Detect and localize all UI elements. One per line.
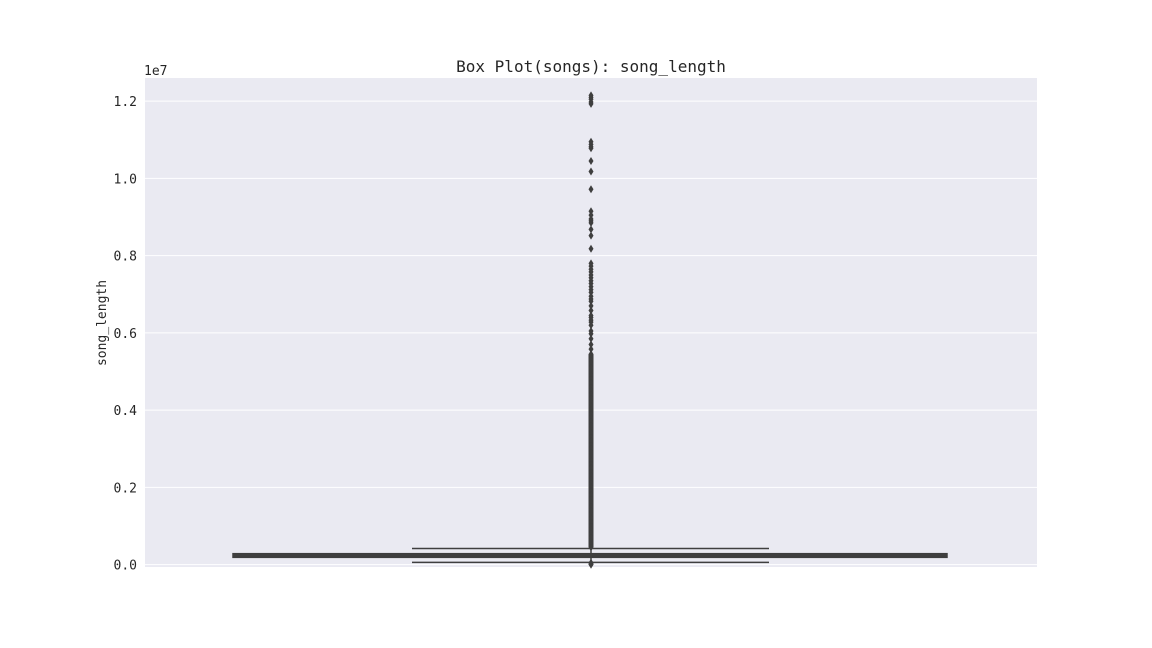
outlier-point: [588, 321, 594, 330]
outlier-point: [588, 225, 594, 234]
outlier-point: [588, 329, 594, 338]
y-axis-offset-label: 1e7: [144, 64, 167, 79]
outlier-point: [588, 543, 594, 552]
outlier-point: [588, 560, 594, 569]
outlier-point: [588, 185, 594, 194]
y-tick-label: 0.0: [114, 559, 137, 574]
y-axis-label: song_length: [95, 280, 110, 366]
outlier-point: [588, 340, 594, 349]
outlier-point: [588, 301, 594, 310]
outlier-point: [588, 306, 594, 315]
outlier-point: [588, 231, 594, 240]
y-tick-label: 0.2: [114, 481, 137, 496]
y-tick-label: 0.6: [114, 327, 137, 342]
y-tick-label: 1.0: [114, 172, 137, 187]
outlier-point: [588, 334, 594, 343]
outlier-point: [588, 144, 594, 153]
outlier-point: [588, 345, 594, 354]
outlier-point: [588, 297, 594, 306]
y-tick-label: 1.2: [114, 95, 137, 110]
outlier-point: [588, 218, 594, 227]
y-tick-labels: 0.0 0.2 0.4 0.6 0.8 1.0 1.2: [114, 95, 138, 574]
chart-title: Box Plot(songs): song_length: [456, 57, 726, 76]
outlier-point: [588, 157, 594, 166]
outlier-points: [588, 91, 594, 569]
y-tick-label: 0.8: [114, 250, 137, 265]
outlier-point: [588, 244, 594, 253]
outlier-point: [588, 167, 594, 176]
y-tick-label: 0.4: [114, 404, 138, 419]
outlier-point: [588, 99, 594, 108]
